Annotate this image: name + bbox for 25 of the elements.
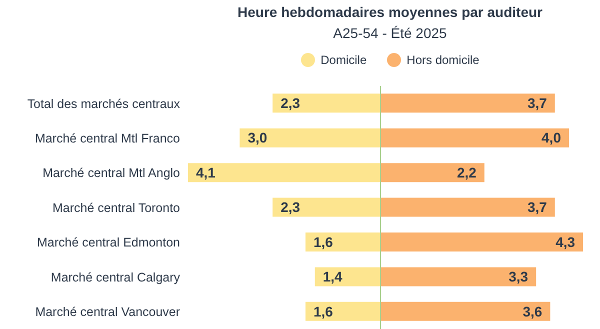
data-label: 1,4: [322, 268, 343, 285]
y-tick-label: Marché central Mtl Franco: [34, 132, 180, 146]
chart-title: Heure hebdomadaires moyennes par auditeur: [236, 4, 544, 20]
data-label: 1,6: [313, 303, 334, 320]
data-label: 2,3: [280, 199, 300, 216]
legend-label: Hors domicile: [406, 53, 480, 67]
data-label: 1,6: [313, 234, 334, 250]
data-label: 3,3: [508, 268, 528, 285]
data-label: 4,1: [196, 164, 216, 180]
legend-label: Domicile: [320, 53, 367, 67]
data-label: 3,6: [522, 303, 542, 320]
data-label: 3,7: [527, 95, 547, 112]
data-label: 2,2: [456, 164, 476, 180]
y-tick-label: Marché central Mtl Anglo: [42, 166, 180, 180]
data-label: 4,0: [541, 130, 561, 146]
data-label: 4,3: [555, 234, 575, 250]
y-tick-label: Marché central Edmonton: [37, 236, 180, 250]
y-tick-label: Marché central Calgary: [50, 270, 181, 284]
y-tick-label: Total des marchés centraux: [27, 96, 181, 111]
chart-subtitle: A25-54 - Été 2025: [332, 25, 448, 41]
data-label: 2,3: [280, 95, 300, 112]
data-label: 3,0: [248, 130, 268, 146]
data-label: 3,7: [527, 199, 547, 216]
y-tick-label: Marché central Toronto: [52, 200, 180, 215]
y-tick-label: Marché central Vancouver: [35, 305, 180, 320]
